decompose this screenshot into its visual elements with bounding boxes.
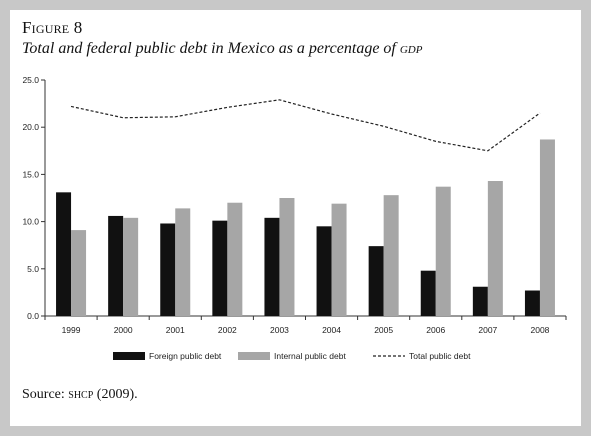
bar-foreign-debt — [264, 217, 280, 316]
bar-foreign-debt — [212, 220, 228, 316]
x-tick-label: 2000 — [114, 325, 133, 335]
source-prefix: Source: — [22, 387, 69, 402]
figure-title-text: Total and federal public debt in Mexico … — [22, 40, 400, 57]
legend-label: Total public debt — [409, 351, 471, 361]
bar-foreign-debt — [420, 270, 436, 316]
legend-swatch-internal — [238, 352, 270, 360]
x-tick-label: 2005 — [374, 325, 393, 335]
source-abbrev: shcp — [68, 387, 94, 402]
x-tick-label: 2006 — [426, 325, 445, 335]
bar-internal-debt — [123, 217, 139, 316]
x-tick-label: 2007 — [478, 325, 497, 335]
x-tick-label: 1999 — [62, 325, 81, 335]
bar-foreign-debt — [160, 223, 176, 316]
source-note: Source: shcp (2009). — [22, 387, 138, 403]
figure-label: Figure 8 — [22, 18, 83, 37]
y-tick-label: 25.0 — [22, 75, 39, 85]
y-tick-label: 0.0 — [27, 311, 39, 321]
y-tick-label: 10.0 — [22, 217, 39, 227]
bar-internal-debt — [71, 230, 87, 316]
x-tick-label: 2008 — [530, 325, 549, 335]
chart-legend: Foreign public debt Internal public debt T… — [113, 351, 471, 361]
chart-bars — [56, 139, 555, 316]
y-tick-label: 20.0 — [22, 122, 39, 132]
chart-lines — [70, 99, 541, 152]
bar-foreign-debt — [524, 290, 540, 316]
bar-foreign-debt — [472, 286, 488, 316]
line-total-debt — [70, 99, 541, 152]
x-tick-label: 2004 — [322, 325, 341, 335]
y-tick-label: 5.0 — [27, 264, 39, 274]
bar-foreign-debt — [368, 246, 384, 316]
bar-internal-debt — [175, 208, 191, 316]
bar-internal-debt — [539, 139, 555, 316]
figure-panel: Figure 8 Total and federal public debt i… — [10, 10, 581, 426]
x-tick-label: 2001 — [166, 325, 185, 335]
bar-internal-debt — [331, 203, 347, 316]
bar-foreign-debt — [56, 192, 72, 316]
bar-internal-debt — [383, 195, 399, 316]
y-tick-label: 15.0 — [22, 169, 39, 179]
x-tick-label: 2003 — [270, 325, 289, 335]
bar-foreign-debt — [316, 226, 332, 316]
legend-label: Foreign public debt — [149, 351, 222, 361]
figure-title: Total and federal public debt in Mexico … — [22, 40, 422, 58]
figure-title-abbrev: gdp — [399, 40, 423, 57]
legend-label: Internal public debt — [274, 351, 346, 361]
legend-swatch-foreign — [113, 352, 145, 360]
bar-internal-debt — [227, 202, 243, 316]
bar-internal-debt — [487, 181, 503, 316]
bar-internal-debt — [279, 198, 295, 316]
bar-internal-debt — [435, 186, 451, 316]
x-tick-label: 2002 — [218, 325, 237, 335]
source-suffix: (2009). — [93, 387, 138, 402]
bar-foreign-debt — [108, 215, 124, 316]
